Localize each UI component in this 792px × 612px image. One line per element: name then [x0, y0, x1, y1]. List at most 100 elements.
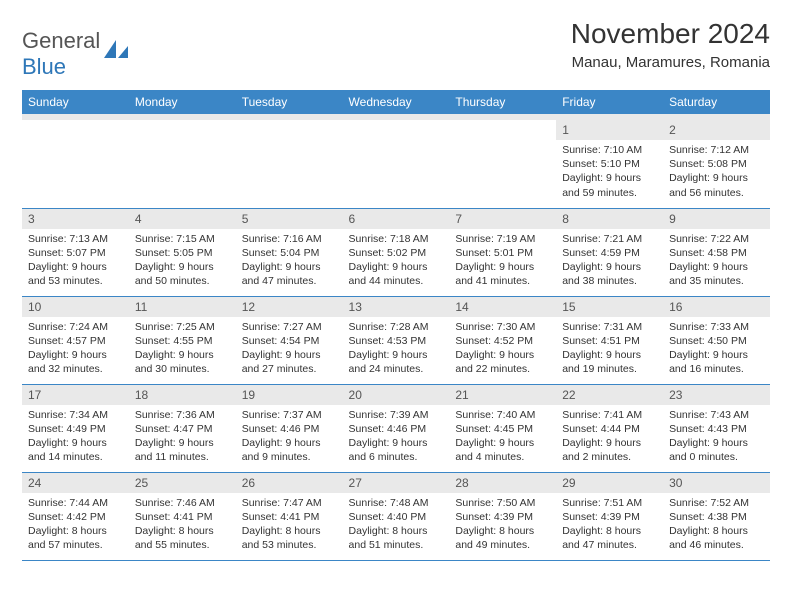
calendar-cell: 7Sunrise: 7:19 AMSunset: 5:01 PMDaylight… — [449, 208, 556, 296]
calendar-cell: 28Sunrise: 7:50 AMSunset: 4:39 PMDayligh… — [449, 472, 556, 560]
weekday-header: Tuesday — [236, 90, 343, 114]
weekday-header: Thursday — [449, 90, 556, 114]
calendar-cell: 12Sunrise: 7:27 AMSunset: 4:54 PMDayligh… — [236, 296, 343, 384]
location-text: Manau, Maramures, Romania — [571, 54, 770, 71]
day-content: Sunrise: 7:25 AMSunset: 4:55 PMDaylight:… — [129, 317, 236, 383]
calendar-table: Sunday Monday Tuesday Wednesday Thursday… — [22, 90, 770, 561]
calendar-cell: . — [236, 120, 343, 208]
calendar-header: Sunday Monday Tuesday Wednesday Thursday… — [22, 90, 770, 114]
day-number: 8 — [556, 209, 663, 229]
calendar-cell: . — [343, 120, 450, 208]
day-number: 30 — [663, 473, 770, 493]
calendar-body: .....1Sunrise: 7:10 AMSunset: 5:10 PMDay… — [22, 114, 770, 560]
calendar-cell: 4Sunrise: 7:15 AMSunset: 5:05 PMDaylight… — [129, 208, 236, 296]
calendar-cell: 23Sunrise: 7:43 AMSunset: 4:43 PMDayligh… — [663, 384, 770, 472]
weekday-header: Friday — [556, 90, 663, 114]
calendar-cell: 20Sunrise: 7:39 AMSunset: 4:46 PMDayligh… — [343, 384, 450, 472]
day-content: Sunrise: 7:41 AMSunset: 4:44 PMDaylight:… — [556, 405, 663, 471]
day-number: 27 — [343, 473, 450, 493]
calendar-cell: 30Sunrise: 7:52 AMSunset: 4:38 PMDayligh… — [663, 472, 770, 560]
day-number: 12 — [236, 297, 343, 317]
calendar-page: General Blue November 2024 Manau, Maramu… — [0, 0, 792, 579]
day-number: 26 — [236, 473, 343, 493]
brand-word1: General — [22, 28, 100, 53]
day-number: 11 — [129, 297, 236, 317]
weekday-header: Saturday — [663, 90, 770, 114]
calendar-cell: . — [22, 120, 129, 208]
day-content: Sunrise: 7:10 AMSunset: 5:10 PMDaylight:… — [556, 140, 663, 206]
calendar-cell: 16Sunrise: 7:33 AMSunset: 4:50 PMDayligh… — [663, 296, 770, 384]
day-number: 4 — [129, 209, 236, 229]
day-content: Sunrise: 7:27 AMSunset: 4:54 PMDaylight:… — [236, 317, 343, 383]
day-content: Sunrise: 7:47 AMSunset: 4:41 PMDaylight:… — [236, 493, 343, 559]
calendar-cell: 8Sunrise: 7:21 AMSunset: 4:59 PMDaylight… — [556, 208, 663, 296]
day-content: Sunrise: 7:16 AMSunset: 5:04 PMDaylight:… — [236, 229, 343, 295]
brand-logo: General Blue — [22, 28, 130, 80]
day-number: 17 — [22, 385, 129, 405]
day-content: Sunrise: 7:48 AMSunset: 4:40 PMDaylight:… — [343, 493, 450, 559]
calendar-row: 24Sunrise: 7:44 AMSunset: 4:42 PMDayligh… — [22, 472, 770, 560]
day-number: 19 — [236, 385, 343, 405]
day-number: 10 — [22, 297, 129, 317]
day-number: 28 — [449, 473, 556, 493]
calendar-cell: 21Sunrise: 7:40 AMSunset: 4:45 PMDayligh… — [449, 384, 556, 472]
header-row: General Blue November 2024 Manau, Maramu… — [22, 18, 770, 80]
sail-icon — [102, 38, 130, 67]
day-content: Sunrise: 7:30 AMSunset: 4:52 PMDaylight:… — [449, 317, 556, 383]
calendar-cell: 2Sunrise: 7:12 AMSunset: 5:08 PMDaylight… — [663, 120, 770, 208]
day-number: 13 — [343, 297, 450, 317]
brand-word2: Blue — [22, 54, 66, 79]
day-content: Sunrise: 7:13 AMSunset: 5:07 PMDaylight:… — [22, 229, 129, 295]
calendar-cell: 18Sunrise: 7:36 AMSunset: 4:47 PMDayligh… — [129, 384, 236, 472]
day-number: 23 — [663, 385, 770, 405]
calendar-cell: 14Sunrise: 7:30 AMSunset: 4:52 PMDayligh… — [449, 296, 556, 384]
calendar-cell: 17Sunrise: 7:34 AMSunset: 4:49 PMDayligh… — [22, 384, 129, 472]
day-number: 18 — [129, 385, 236, 405]
day-content: Sunrise: 7:51 AMSunset: 4:39 PMDaylight:… — [556, 493, 663, 559]
calendar-cell: . — [449, 120, 556, 208]
weekday-header: Sunday — [22, 90, 129, 114]
calendar-cell: 11Sunrise: 7:25 AMSunset: 4:55 PMDayligh… — [129, 296, 236, 384]
calendar-cell: . — [129, 120, 236, 208]
day-content: Sunrise: 7:12 AMSunset: 5:08 PMDaylight:… — [663, 140, 770, 206]
day-content: Sunrise: 7:24 AMSunset: 4:57 PMDaylight:… — [22, 317, 129, 383]
calendar-row: 10Sunrise: 7:24 AMSunset: 4:57 PMDayligh… — [22, 296, 770, 384]
day-content: Sunrise: 7:18 AMSunset: 5:02 PMDaylight:… — [343, 229, 450, 295]
calendar-cell: 3Sunrise: 7:13 AMSunset: 5:07 PMDaylight… — [22, 208, 129, 296]
day-number: 21 — [449, 385, 556, 405]
day-number: 1 — [556, 120, 663, 140]
day-content: Sunrise: 7:44 AMSunset: 4:42 PMDaylight:… — [22, 493, 129, 559]
day-content: Sunrise: 7:34 AMSunset: 4:49 PMDaylight:… — [22, 405, 129, 471]
weekday-header: Wednesday — [343, 90, 450, 114]
calendar-cell: 5Sunrise: 7:16 AMSunset: 5:04 PMDaylight… — [236, 208, 343, 296]
calendar-cell: 22Sunrise: 7:41 AMSunset: 4:44 PMDayligh… — [556, 384, 663, 472]
day-number: 24 — [22, 473, 129, 493]
day-content: Sunrise: 7:43 AMSunset: 4:43 PMDaylight:… — [663, 405, 770, 471]
day-content: Sunrise: 7:40 AMSunset: 4:45 PMDaylight:… — [449, 405, 556, 471]
day-content: Sunrise: 7:19 AMSunset: 5:01 PMDaylight:… — [449, 229, 556, 295]
calendar-row: .....1Sunrise: 7:10 AMSunset: 5:10 PMDay… — [22, 120, 770, 208]
calendar-cell: 9Sunrise: 7:22 AMSunset: 4:58 PMDaylight… — [663, 208, 770, 296]
month-title: November 2024 — [571, 18, 770, 50]
day-number: 16 — [663, 297, 770, 317]
calendar-cell: 26Sunrise: 7:47 AMSunset: 4:41 PMDayligh… — [236, 472, 343, 560]
day-number: 29 — [556, 473, 663, 493]
calendar-cell: 1Sunrise: 7:10 AMSunset: 5:10 PMDaylight… — [556, 120, 663, 208]
day-number: 9 — [663, 209, 770, 229]
calendar-cell: 29Sunrise: 7:51 AMSunset: 4:39 PMDayligh… — [556, 472, 663, 560]
day-content: Sunrise: 7:28 AMSunset: 4:53 PMDaylight:… — [343, 317, 450, 383]
calendar-cell: 15Sunrise: 7:31 AMSunset: 4:51 PMDayligh… — [556, 296, 663, 384]
day-number: 3 — [22, 209, 129, 229]
day-content: Sunrise: 7:15 AMSunset: 5:05 PMDaylight:… — [129, 229, 236, 295]
day-content: Sunrise: 7:21 AMSunset: 4:59 PMDaylight:… — [556, 229, 663, 295]
calendar-cell: 13Sunrise: 7:28 AMSunset: 4:53 PMDayligh… — [343, 296, 450, 384]
calendar-row: 3Sunrise: 7:13 AMSunset: 5:07 PMDaylight… — [22, 208, 770, 296]
weekday-header: Monday — [129, 90, 236, 114]
day-number: 22 — [556, 385, 663, 405]
calendar-row: 17Sunrise: 7:34 AMSunset: 4:49 PMDayligh… — [22, 384, 770, 472]
title-block: November 2024 Manau, Maramures, Romania — [571, 18, 770, 71]
day-number: 5 — [236, 209, 343, 229]
day-number: 7 — [449, 209, 556, 229]
day-content: Sunrise: 7:39 AMSunset: 4:46 PMDaylight:… — [343, 405, 450, 471]
day-content: Sunrise: 7:52 AMSunset: 4:38 PMDaylight:… — [663, 493, 770, 559]
